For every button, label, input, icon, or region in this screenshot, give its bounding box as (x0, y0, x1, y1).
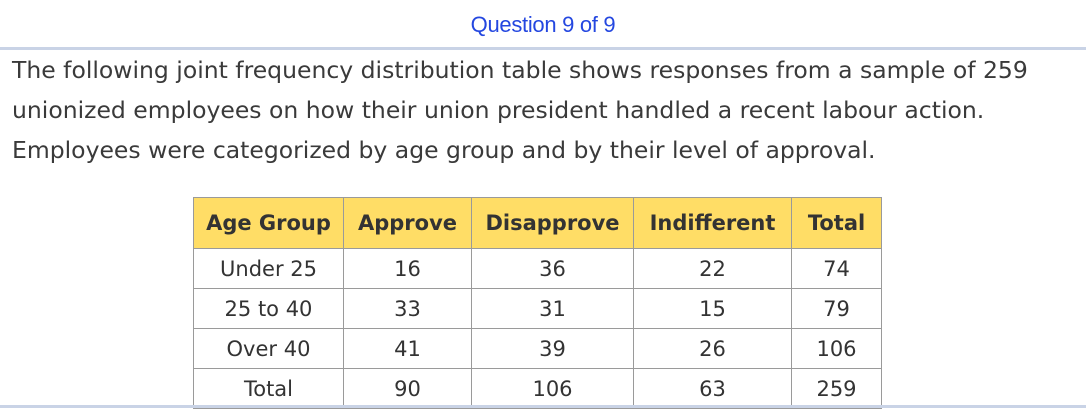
prompt-line-1: The following joint frequency distributi… (12, 56, 1028, 84)
column-header-disapprove: Disapprove (471, 197, 634, 249)
prompt-line-3: Employees were categorized by age group … (12, 136, 876, 164)
table-cell: 106 (471, 368, 634, 409)
table-cell: 39 (471, 328, 634, 369)
table-row: Over 40 41 39 26 106 (193, 328, 882, 369)
table-cell: 41 (343, 328, 472, 369)
table-cell: Total (193, 368, 344, 409)
table-cell: 25 to 40 (193, 288, 344, 329)
joint-frequency-table: Age Group Approve Disapprove Indifferent… (193, 197, 882, 409)
table-row: Under 25 16 36 22 74 (193, 248, 882, 289)
table-cell: 63 (633, 368, 792, 409)
table-header-row: Age Group Approve Disapprove Indifferent… (193, 197, 882, 249)
prompt-line-2: unionized employees on how their union p… (12, 96, 985, 124)
column-header-indifferent: Indifferent (633, 197, 792, 249)
question-counter: Question 9 of 9 (470, 12, 616, 37)
table-cell: 36 (471, 248, 634, 289)
footer-divider (0, 405, 1086, 408)
table-cell: 16 (343, 248, 472, 289)
column-header-total: Total (791, 197, 882, 249)
table-cell: 259 (791, 368, 882, 409)
table-row-total: Total 90 106 63 259 (193, 368, 882, 409)
table-cell: 26 (633, 328, 792, 369)
header-divider (0, 47, 1086, 50)
table-cell: Under 25 (193, 248, 344, 289)
table-cell: Over 40 (193, 328, 344, 369)
column-header-approve: Approve (343, 197, 472, 249)
table-cell: 79 (791, 288, 882, 329)
table-cell: 33 (343, 288, 472, 329)
table-row: 25 to 40 33 31 15 79 (193, 288, 882, 329)
question-prompt: The following joint frequency distributi… (12, 50, 1082, 170)
table-cell: 90 (343, 368, 472, 409)
table-cell: 31 (471, 288, 634, 329)
table-cell: 106 (791, 328, 882, 369)
table-cell: 74 (791, 248, 882, 289)
column-header-age-group: Age Group (193, 197, 344, 249)
table-cell: 15 (633, 288, 792, 329)
table-cell: 22 (633, 248, 792, 289)
